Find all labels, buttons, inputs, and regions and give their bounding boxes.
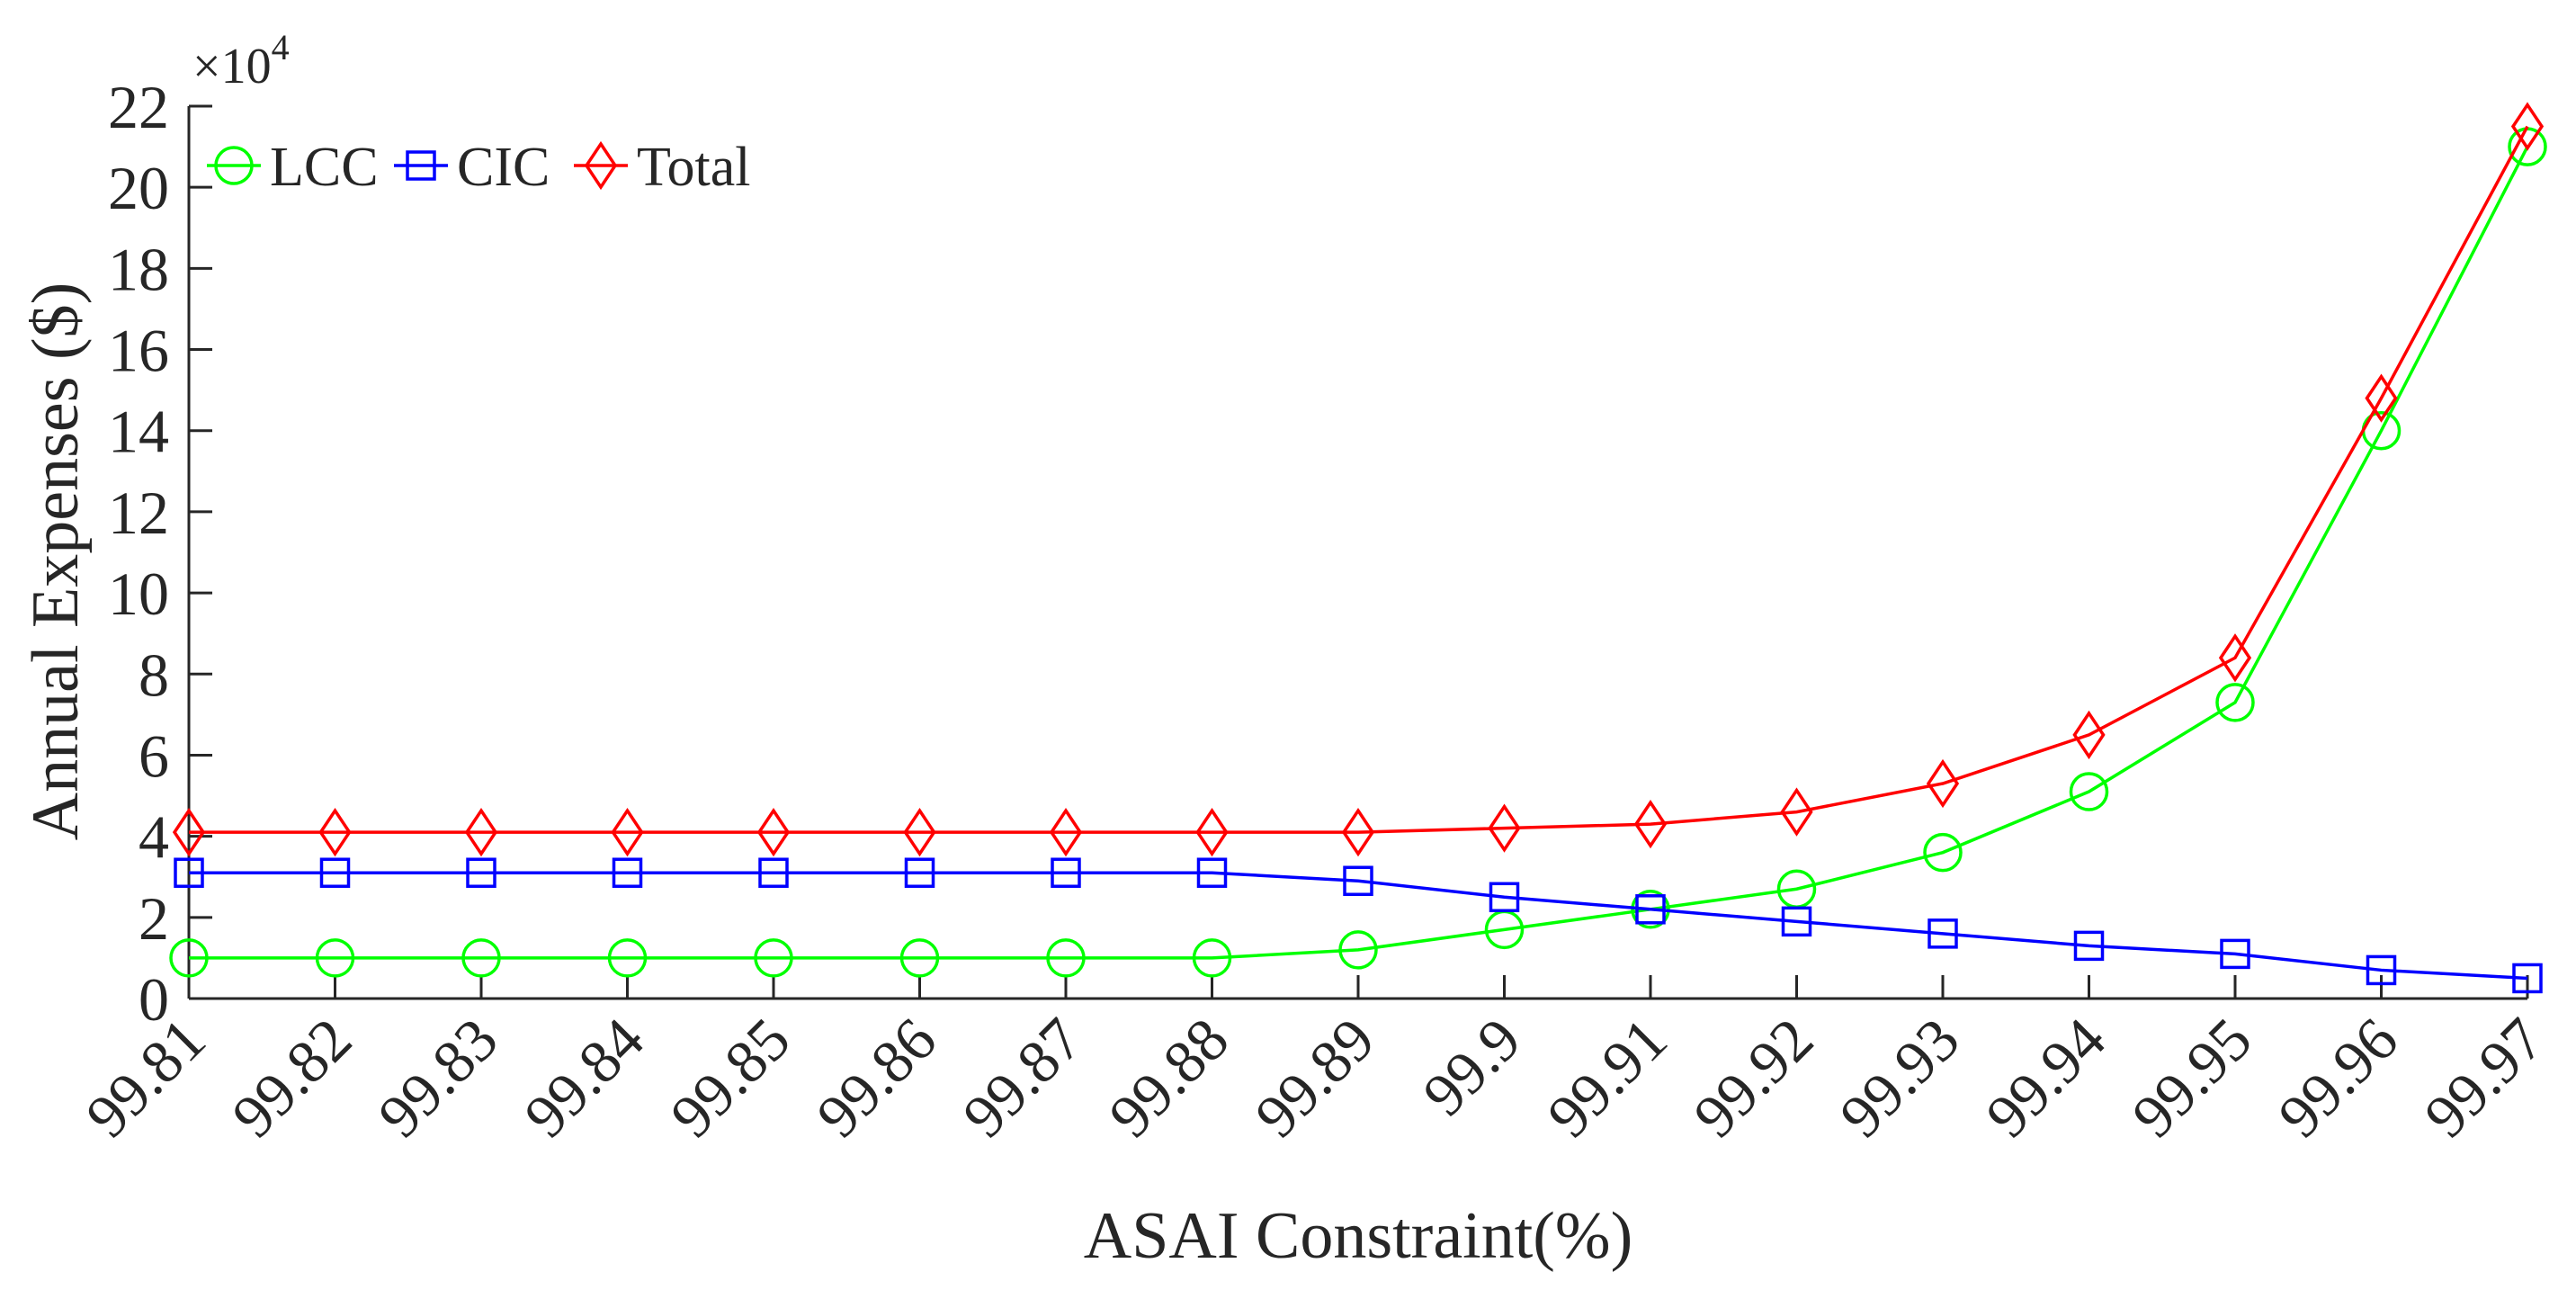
legend-lcc-label: LCC — [270, 137, 379, 198]
y-tick-label: 6 — [139, 721, 169, 790]
y-tick-label: 10 — [108, 560, 169, 628]
legend-total-label: Total — [637, 137, 751, 198]
legend-item-total: Total — [574, 137, 751, 198]
x-tick-label: 99.83 — [365, 1005, 511, 1151]
series-lcc — [169, 127, 2547, 978]
x-axis-title: ASAI Constraint(%) — [1084, 1199, 1632, 1273]
series-total-point — [2365, 373, 2398, 423]
series-cic-point — [466, 857, 496, 888]
series-total-point — [1780, 787, 1813, 837]
series-total-point — [2510, 102, 2545, 151]
y-tick-label: 18 — [108, 235, 169, 303]
x-tick-label: 99.86 — [803, 1005, 949, 1151]
y-multiplier-exponent: 4 — [272, 27, 290, 67]
x-tick-label: 99.85 — [657, 1005, 803, 1151]
y-tick-label: 8 — [139, 641, 169, 709]
y-tick-label: 2 — [139, 884, 169, 953]
series-cic-point — [612, 857, 643, 888]
series-cic-point — [1928, 918, 1958, 949]
series-total-point — [756, 807, 791, 857]
series-cic-point — [1489, 882, 1520, 913]
series-cic-point — [1343, 865, 1373, 896]
series-lcc-point — [1338, 930, 1378, 970]
y-tick-label: 12 — [108, 479, 169, 547]
legend-cic-marker — [406, 150, 436, 181]
series-cic-point — [174, 857, 204, 888]
series-total-point — [1341, 807, 1375, 857]
x-tick-label: 99.89 — [1242, 1005, 1388, 1151]
series-total-point — [1195, 807, 1229, 857]
x-tick-label: 99.9 — [1409, 1005, 1534, 1129]
series-cic — [174, 857, 2543, 994]
series-lcc-point — [315, 938, 355, 978]
y-tick-label: 4 — [139, 803, 169, 872]
y-axis-title: Annual Expenses ($) — [19, 282, 93, 841]
series-cic-point — [2366, 954, 2397, 986]
series-total-point — [172, 807, 206, 857]
series-cic-point — [2073, 930, 2105, 962]
series-total-point — [1926, 758, 1960, 809]
series-cic-point — [319, 857, 351, 888]
x-tick-label: 99.97 — [2411, 1005, 2557, 1151]
series-total-point — [1049, 807, 1083, 857]
series-cic-point — [2512, 963, 2543, 994]
series-total-point — [1488, 803, 1521, 853]
axes-frame — [187, 104, 2529, 1000]
series-lcc-point — [1192, 938, 1232, 978]
series-total-point — [611, 807, 644, 857]
series-total — [172, 102, 2545, 857]
legend-total-marker — [584, 140, 618, 191]
series-lcc-point — [607, 938, 648, 978]
series-lcc-point — [754, 938, 793, 978]
series-total-point — [2218, 633, 2252, 683]
series-cic-point — [1196, 857, 1228, 888]
y-axis-multiplier: ×104 — [192, 27, 290, 94]
x-tick-label: 99.91 — [1534, 1005, 1680, 1151]
x-tick-label: 99.92 — [1680, 1005, 1826, 1151]
legend-item-lcc: LCC — [207, 137, 379, 198]
legend-lcc-marker — [214, 146, 254, 185]
y-multiplier-base: ×10 — [192, 39, 272, 94]
series-total-point — [903, 807, 936, 857]
series-lcc-line — [189, 146, 2529, 960]
y-tick-label: 22 — [108, 73, 169, 141]
y-tick-label: 20 — [108, 154, 169, 222]
series-cic-point — [1781, 906, 1812, 937]
series-lcc-point — [1923, 832, 1963, 873]
series-cic-point — [904, 857, 935, 888]
series-cic-point — [1635, 894, 1666, 925]
series-cic-point — [1051, 857, 1081, 888]
series-lcc-point — [2069, 772, 2109, 811]
y-tick-label: 0 — [139, 965, 169, 1034]
x-tick-label: 99.96 — [2265, 1005, 2411, 1151]
series-total-line — [189, 125, 2529, 834]
series-lcc-point — [169, 938, 209, 978]
series-total-point — [1633, 799, 1668, 849]
series-lcc-point — [1046, 938, 1086, 978]
series-cic-line — [189, 871, 2528, 981]
series-lcc-point — [2215, 683, 2255, 722]
x-tick-label: 99.84 — [511, 1005, 657, 1151]
series-cic-point — [758, 857, 789, 888]
y-tick-label: 14 — [108, 398, 169, 466]
series-total-point — [318, 807, 352, 857]
series-total-point — [2072, 710, 2106, 760]
axis-labels: ×104 ASAI Constraint(%) Annual Expenses … — [19, 27, 2557, 1273]
series-lcc-point — [899, 938, 940, 978]
legend-cic-label: CIC — [457, 137, 550, 198]
x-tick-label: 99.82 — [219, 1005, 364, 1151]
series-total-point — [464, 807, 498, 857]
legend-item-cic: CIC — [394, 137, 550, 198]
x-tick-label: 99.87 — [950, 1005, 1096, 1151]
series-group — [169, 102, 2547, 994]
y-tick-label: 16 — [108, 317, 169, 385]
x-tick-label: 99.88 — [1096, 1005, 1241, 1151]
x-tick-label: 99.93 — [1827, 1005, 1972, 1151]
legend: LCC CIC Total — [207, 137, 751, 198]
x-tick-label: 99.95 — [2119, 1005, 2265, 1151]
series-lcc-point — [461, 938, 501, 978]
series-cic-point — [2220, 938, 2250, 970]
x-tick-label: 99.94 — [1972, 1005, 2118, 1151]
